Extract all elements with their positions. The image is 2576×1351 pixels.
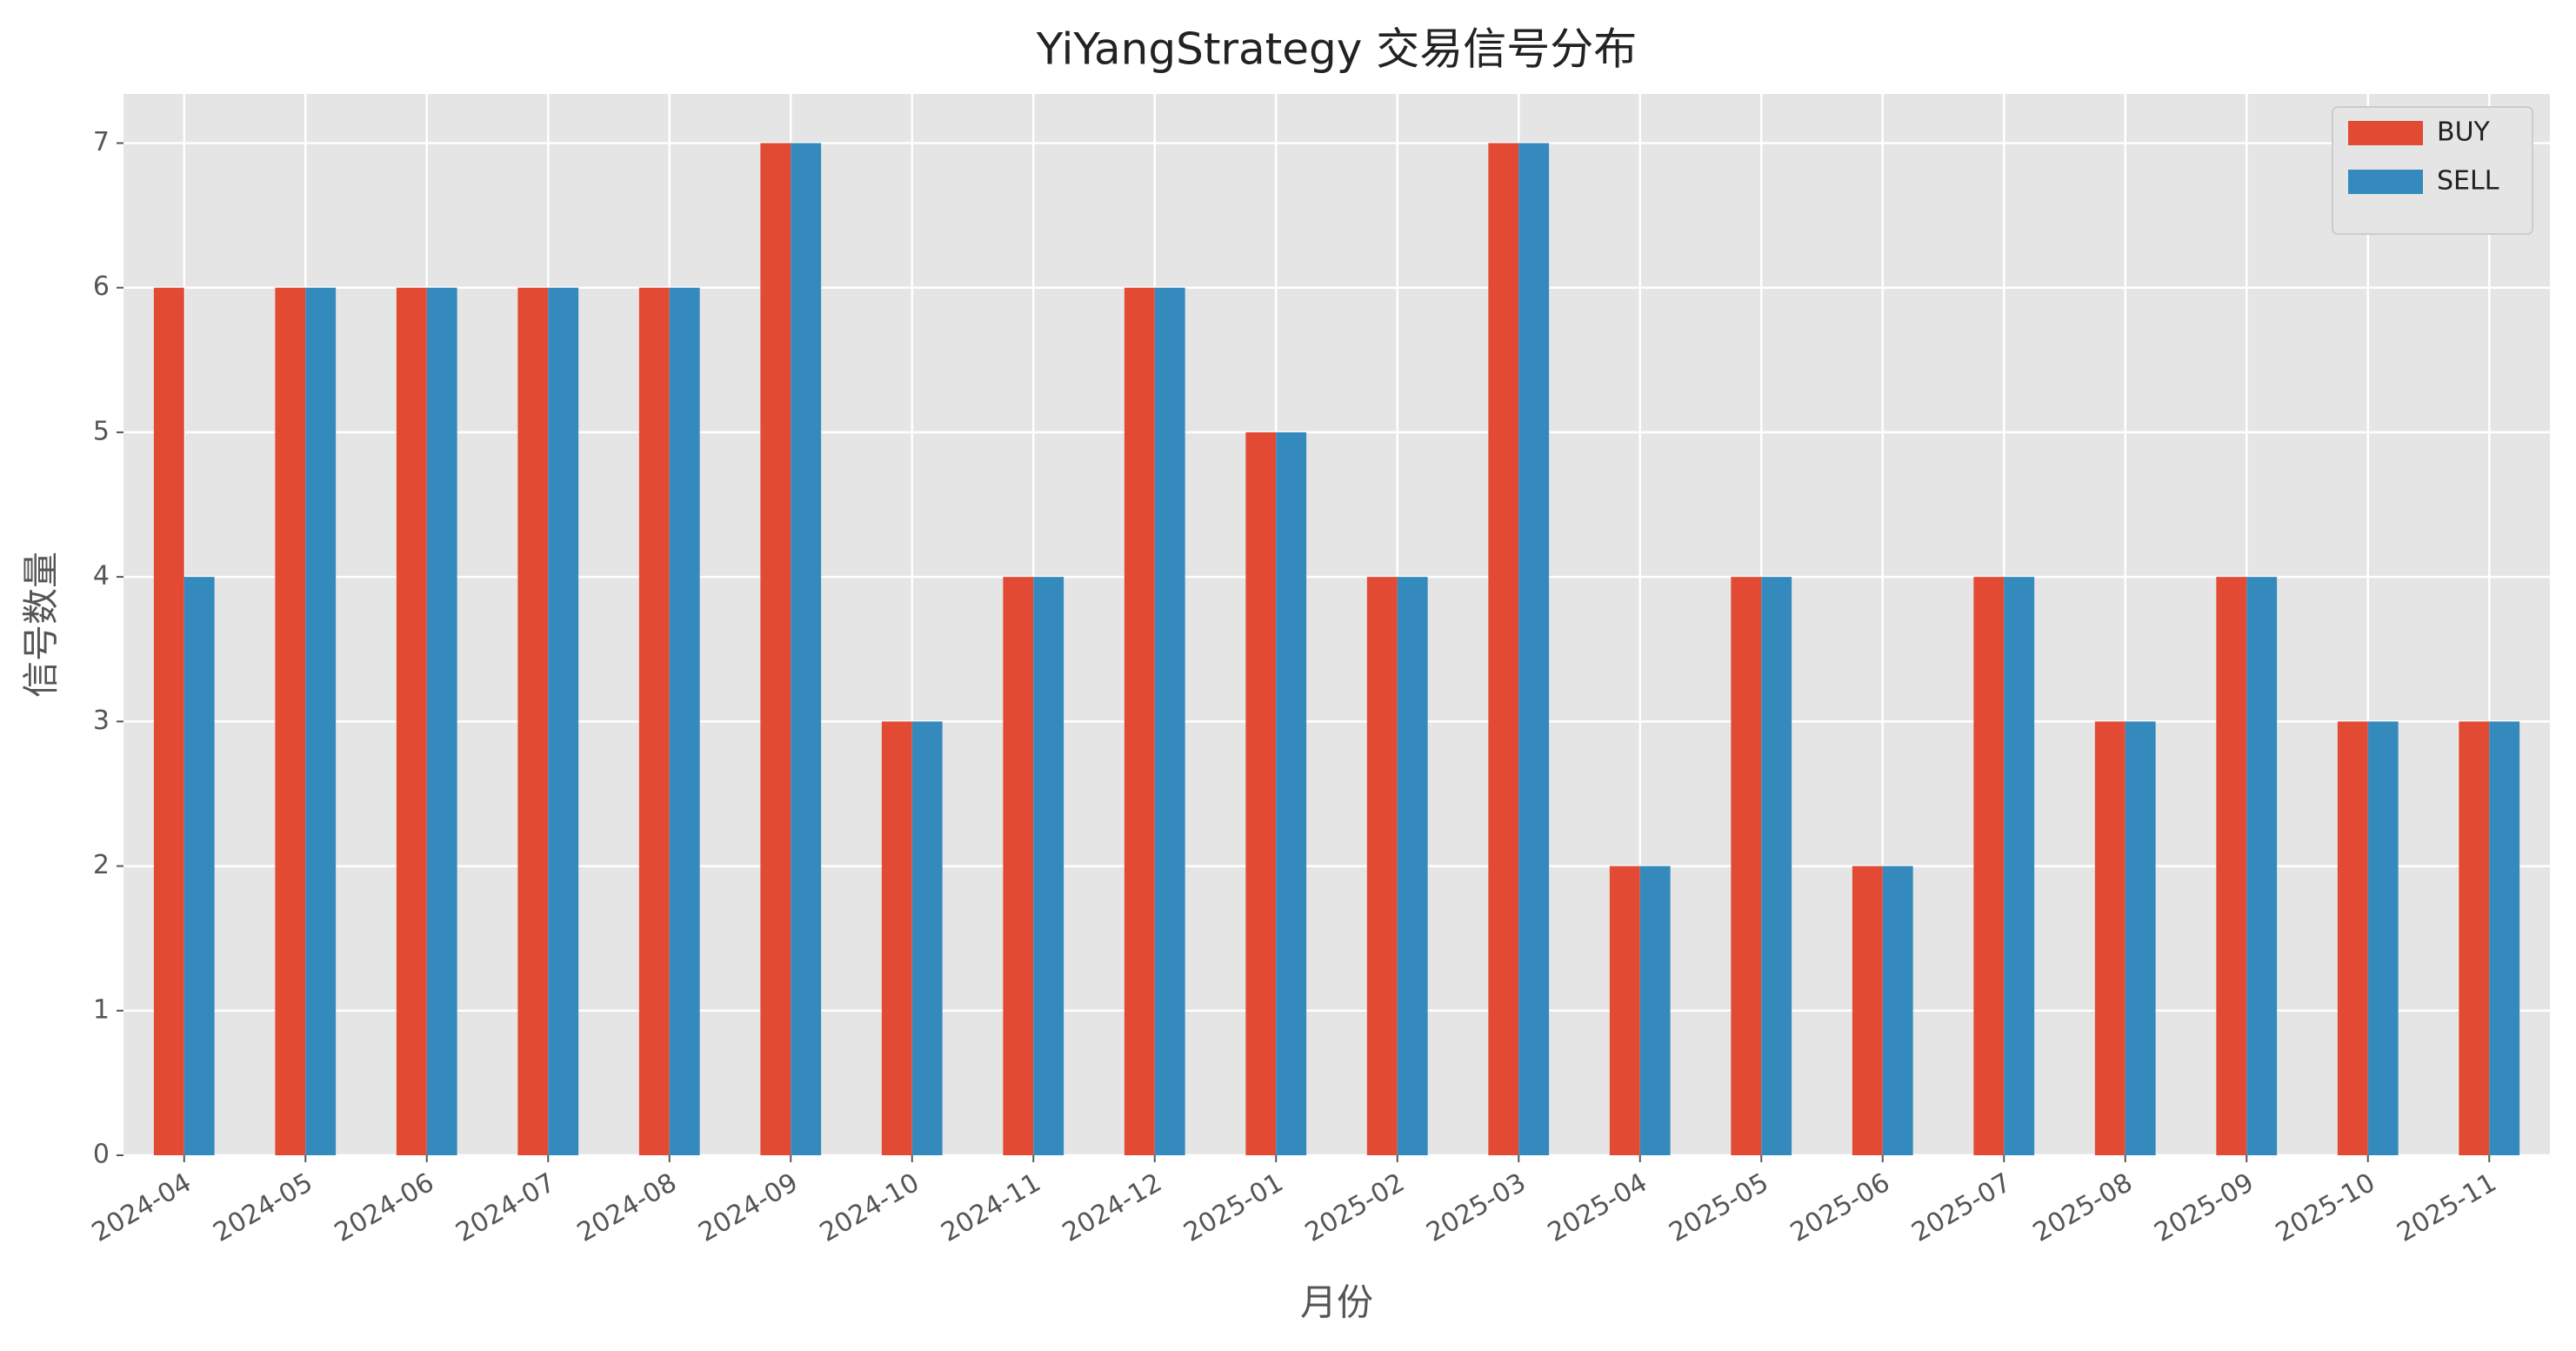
y-tick-label: 1	[93, 994, 110, 1025]
bar	[638, 287, 670, 1155]
x-tick-label: 2025-08	[2028, 1167, 2138, 1248]
y-tick-label: 3	[93, 706, 110, 736]
chart-title: YiYangStrategy 交易信号分布	[1036, 24, 1638, 75]
bar	[1003, 577, 1034, 1155]
bar	[760, 143, 791, 1156]
bar	[305, 287, 337, 1155]
bar	[1852, 866, 1883, 1155]
y-tick-label: 6	[93, 271, 110, 302]
x-tick-label: 2024-06	[330, 1167, 439, 1248]
bar	[1488, 143, 1519, 1156]
bar	[1731, 577, 1762, 1155]
bar	[1761, 577, 1792, 1155]
bar	[2246, 577, 2278, 1155]
y-tick-label: 2	[93, 850, 110, 880]
bar	[2125, 721, 2156, 1155]
bar	[396, 287, 427, 1155]
x-tick-label: 2024-10	[815, 1167, 924, 1248]
bar	[2489, 721, 2520, 1155]
bar	[2337, 721, 2368, 1155]
y-axis-label: 信号数量	[20, 552, 63, 698]
x-tick-label: 2025-01	[1178, 1167, 1288, 1248]
bar	[1973, 577, 2005, 1155]
legend-swatch	[2348, 121, 2423, 145]
x-tick-label: 2025-02	[1300, 1167, 1410, 1248]
x-tick-label: 2025-07	[1906, 1167, 2016, 1248]
bar	[153, 287, 184, 1155]
x-tick-label: 2024-08	[572, 1167, 682, 1248]
bar	[1518, 143, 1550, 1156]
x-tick-label: 2024-05	[208, 1167, 317, 1248]
x-tick-label: 2024-11	[936, 1167, 1045, 1248]
bar	[1609, 866, 1640, 1155]
x-tick-label: 2025-11	[2392, 1167, 2501, 1248]
bar	[1366, 577, 1398, 1155]
x-tick-label: 2024-12	[1058, 1167, 1167, 1248]
bar	[1033, 577, 1064, 1155]
x-tick-label: 2024-07	[450, 1167, 560, 1248]
y-tick-label: 5	[93, 416, 110, 446]
bar	[911, 721, 943, 1155]
bar	[1124, 287, 1155, 1155]
x-axis-label: 月份	[1300, 1281, 1373, 1324]
x-tick-label: 2025-09	[2149, 1167, 2259, 1248]
bar	[1276, 431, 1307, 1155]
x-tick-label: 2024-04	[87, 1167, 197, 1248]
bar	[2216, 577, 2247, 1155]
y-tick-label: 0	[93, 1140, 110, 1170]
bar	[2004, 577, 2035, 1155]
plot-background	[123, 94, 2550, 1155]
bar	[881, 721, 912, 1155]
bar	[275, 287, 306, 1155]
x-tick-label: 2025-03	[1421, 1167, 1531, 1248]
legend-label: SELL	[2437, 166, 2499, 197]
bar	[184, 577, 215, 1155]
bar	[517, 287, 549, 1155]
legend-label: BUY	[2437, 117, 2491, 148]
bar	[1639, 866, 1671, 1155]
bar	[2459, 721, 2490, 1155]
y-tick-label: 7	[93, 127, 110, 157]
bar	[2367, 721, 2399, 1155]
y-tick-label: 4	[93, 561, 110, 592]
bar	[1397, 577, 1428, 1155]
bar	[548, 287, 579, 1155]
bar	[426, 287, 457, 1155]
x-tick-label: 2024-09	[693, 1167, 803, 1248]
x-tick-label: 2025-05	[1664, 1167, 1773, 1248]
x-tick-label: 2025-04	[1543, 1167, 1652, 1248]
bar	[1245, 431, 1277, 1155]
bar	[1882, 866, 1913, 1155]
legend-swatch	[2348, 170, 2423, 194]
x-tick-label: 2025-06	[1785, 1167, 1895, 1248]
bar	[2094, 721, 2126, 1155]
bar	[1154, 287, 1185, 1155]
bar	[791, 143, 822, 1156]
bar	[669, 287, 700, 1155]
x-tick-label: 2025-10	[2271, 1167, 2380, 1248]
